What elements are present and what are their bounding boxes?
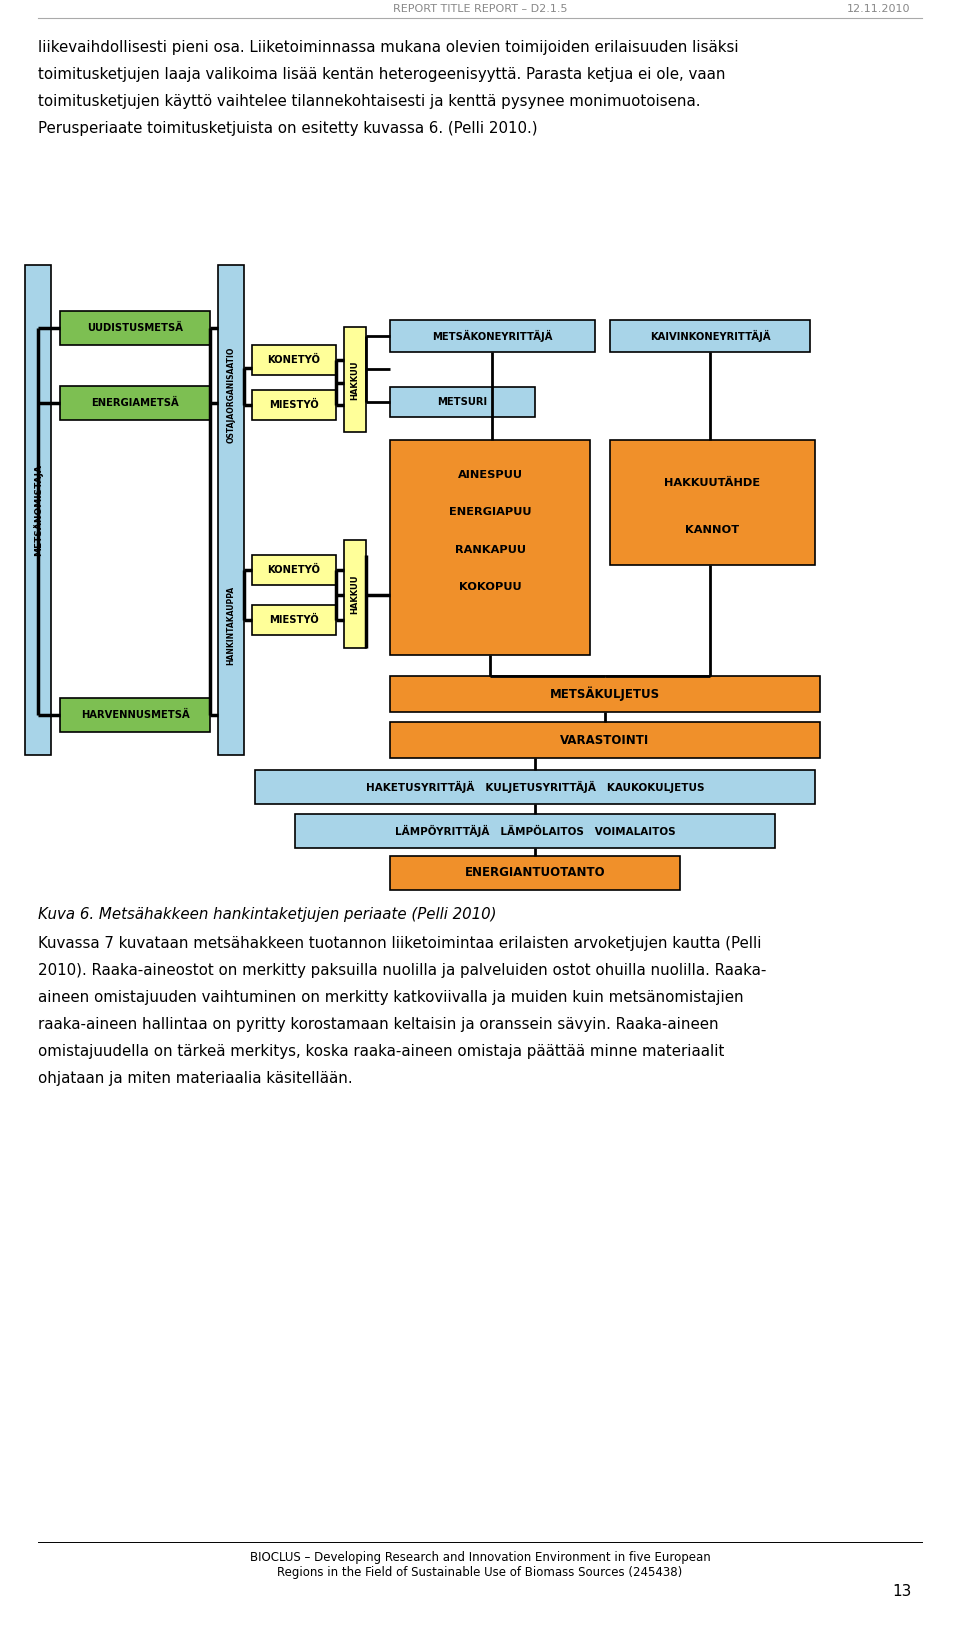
Text: METSÄKONEYRITTÄJÄ: METSÄKONEYRITTÄJÄ [432,329,552,342]
Text: Kuva 6. Metsähakkeen hankintaketjujen periaate (Pelli 2010): Kuva 6. Metsähakkeen hankintaketjujen pe… [38,906,496,923]
Text: toimitusketjujen laaja valikoima lisää kentän heterogeenisyyttä. Parasta ketjua : toimitusketjujen laaja valikoima lisää k… [38,67,726,82]
Text: OSTAJAORGANISAATIO: OSTAJAORGANISAATIO [227,347,235,443]
Text: ENERGIANTUOTANTO: ENERGIANTUOTANTO [465,867,606,880]
Text: HAKKUU: HAKKUU [350,574,359,615]
FancyBboxPatch shape [252,346,336,375]
Text: KOKOPUU: KOKOPUU [459,582,521,592]
Text: MIESTYÖ: MIESTYÖ [269,615,319,624]
Text: VARASTOINTI: VARASTOINTI [561,734,650,747]
Text: METSURI: METSURI [437,398,487,408]
Text: UUDISTUSMETSÄ: UUDISTUSMETSÄ [87,323,183,333]
FancyBboxPatch shape [60,698,210,732]
Text: liikevaihdollisesti pieni osa. Liiketoiminnassa mukana olevien toimijoiden erila: liikevaihdollisesti pieni osa. Liiketoim… [38,41,738,55]
FancyBboxPatch shape [390,319,595,352]
FancyBboxPatch shape [390,386,535,417]
Text: raaka-aineen hallintaa on pyritty korostamaan keltaisin ja oranssein sävyin. Raa: raaka-aineen hallintaa on pyritty korost… [38,1017,719,1032]
FancyBboxPatch shape [390,722,820,758]
FancyBboxPatch shape [344,540,366,649]
Text: HAKKUU: HAKKUU [350,360,359,399]
Text: ohjataan ja miten materiaalia käsitellään.: ohjataan ja miten materiaalia käsitellää… [38,1071,352,1086]
Text: 2010). Raaka-aineostot on merkitty paksuilla nuolilla ja palveluiden ostot ohuil: 2010). Raaka-aineostot on merkitty paksu… [38,963,766,978]
Text: BIOCLUS – Developing Research and Innovation Environment in five European
Region: BIOCLUS – Developing Research and Innova… [250,1552,710,1579]
Text: HARVENNUSMETSÄ: HARVENNUSMETSÄ [81,711,189,720]
Text: METSÄKULJETUS: METSÄKULJETUS [550,686,660,701]
Text: RANKAPUU: RANKAPUU [454,544,525,554]
FancyBboxPatch shape [252,554,336,585]
FancyBboxPatch shape [252,605,336,636]
Text: HAKKUUTÄHDE: HAKKUUTÄHDE [664,478,760,487]
FancyBboxPatch shape [610,440,815,566]
Text: KANNOT: KANNOT [684,525,739,535]
Text: Kuvassa 7 kuvataan metsähakkeen tuotannon liiketoimintaa erilaisten arvoketjujen: Kuvassa 7 kuvataan metsähakkeen tuotanno… [38,936,761,950]
Text: 12.11.2010: 12.11.2010 [847,3,910,15]
Text: toimitusketjujen käyttö vaihtelee tilannekohtaisesti ja kenttä pysynee monimuoto: toimitusketjujen käyttö vaihtelee tilann… [38,95,701,109]
Text: REPORT TITLE REPORT – D2.1.5: REPORT TITLE REPORT – D2.1.5 [393,3,567,15]
Text: MIESTYÖ: MIESTYÖ [269,399,319,411]
Text: KONETYÖ: KONETYÖ [268,355,321,365]
Text: omistajuudella on tärkeä merkitys, koska raaka-aineen omistaja päättää minne mat: omistajuudella on tärkeä merkitys, koska… [38,1043,725,1060]
Text: 13: 13 [893,1584,912,1599]
FancyBboxPatch shape [252,390,336,421]
Text: METSÄNOMISTAJA: METSÄNOMISTAJA [33,465,43,556]
Text: ENERGIAPUU: ENERGIAPUU [448,507,531,517]
Text: ENERGIAMETSÄ: ENERGIAMETSÄ [91,398,179,408]
Text: Perusperiaate toimitusketjuista on esitetty kuvassa 6. (Pelli 2010.): Perusperiaate toimitusketjuista on esite… [38,121,538,135]
Text: aineen omistajuuden vaihtuminen on merkitty katkoviivalla ja muiden kuin metsäno: aineen omistajuuden vaihtuminen on merki… [38,989,744,1006]
FancyBboxPatch shape [610,319,810,352]
FancyBboxPatch shape [218,266,244,755]
FancyBboxPatch shape [25,266,51,755]
FancyBboxPatch shape [60,386,210,421]
FancyBboxPatch shape [390,676,820,712]
FancyBboxPatch shape [344,328,366,432]
FancyBboxPatch shape [60,311,210,346]
Text: HANKINTAKAUPPA: HANKINTAKAUPPA [227,585,235,665]
FancyBboxPatch shape [255,769,815,804]
FancyBboxPatch shape [295,813,775,848]
FancyBboxPatch shape [390,856,680,890]
FancyBboxPatch shape [390,440,590,655]
Text: KONETYÖ: KONETYÖ [268,566,321,575]
Text: LÄMPÖYRITTÄJÄ   LÄMPÖLAITOS   VOIMALAITOS: LÄMPÖYRITTÄJÄ LÄMPÖLAITOS VOIMALAITOS [395,825,675,838]
Text: AINESPUU: AINESPUU [458,469,522,479]
Text: HAKETUSYRITTÄJÄ   KULJETUSYRITTÄJÄ   KAUKOKULJETUS: HAKETUSYRITTÄJÄ KULJETUSYRITTÄJÄ KAUKOKU… [366,781,705,794]
Text: KAIVINKONEYRITTÄJÄ: KAIVINKONEYRITTÄJÄ [650,329,770,342]
